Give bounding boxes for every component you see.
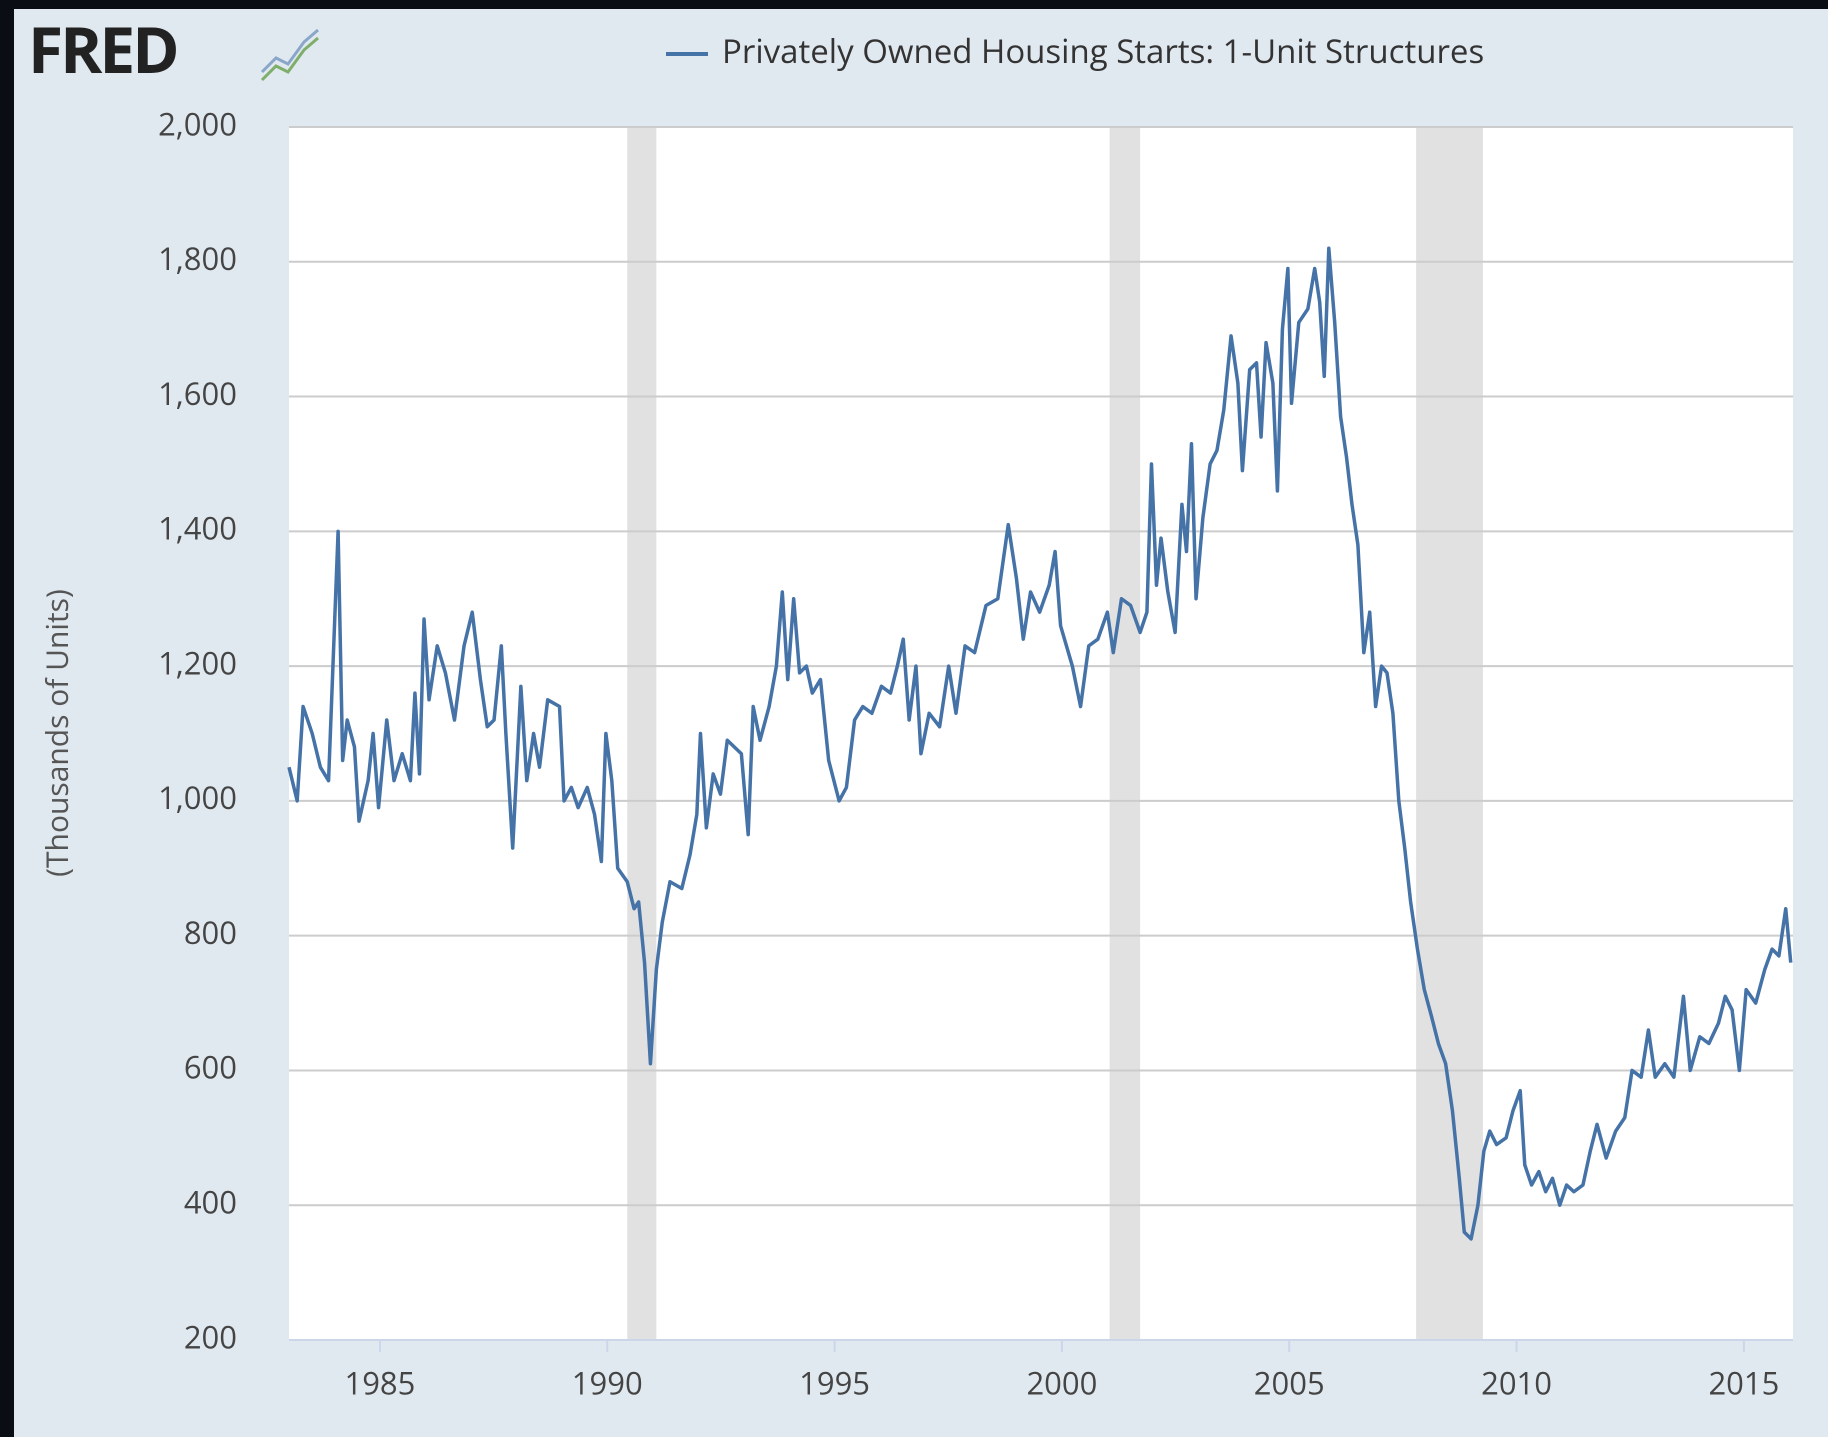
plot-area [289, 127, 1793, 1340]
logo-icon [260, 36, 319, 82]
recession-band [627, 127, 657, 1340]
y-tick-label: 600 [184, 1047, 237, 1089]
logo: FRED [28, 5, 177, 92]
y-tick-label: 1,000 [158, 777, 237, 819]
y-tick-label: 1,200 [158, 642, 237, 684]
y-tick-label: 200 [184, 1316, 237, 1358]
y-tick-label: 400 [184, 1182, 237, 1224]
recession-band [1109, 127, 1141, 1340]
y-tick-label: 800 [184, 912, 237, 954]
x-tick-label: 2005 [1254, 1362, 1325, 1404]
x-tick-label: 2010 [1481, 1362, 1552, 1404]
x-tick-label: 2000 [1026, 1362, 1097, 1404]
y-tick-label: 1,400 [158, 508, 237, 550]
x-tick-label: 1990 [572, 1362, 643, 1404]
y-tick-label: 1,800 [158, 238, 237, 280]
y-tick-label: 2,000 [158, 103, 237, 145]
y-tick-label: 1,600 [158, 373, 237, 415]
recession-band [1416, 127, 1483, 1340]
legend-label: Privately Owned Housing Starts: 1-Unit S… [722, 28, 1484, 73]
x-tick-label: 1995 [799, 1362, 870, 1404]
logo-icon [260, 28, 319, 74]
series-line [287, 246, 1793, 1241]
x-tick-label: 1985 [344, 1362, 415, 1404]
y-axis-label: (Thousands of Units) [36, 589, 77, 877]
x-tick-label: 2015 [1708, 1362, 1779, 1404]
